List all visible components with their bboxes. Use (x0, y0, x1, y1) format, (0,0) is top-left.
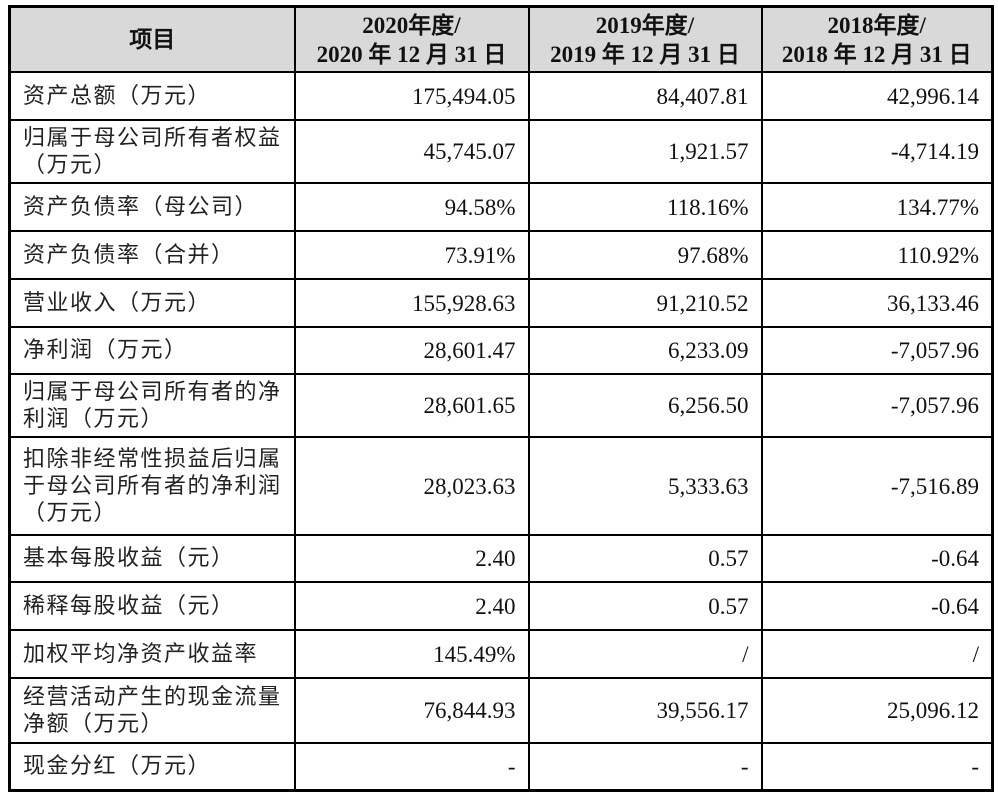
cell-2019: 118.16% (527, 182, 763, 232)
cell-2019: 1,921.57 (527, 119, 763, 184)
header-2020: 2020年度/ 2020 年 12 月 31 日 (293, 5, 530, 73)
header-2018: 2018年度/ 2018 年 12 月 31 日 (760, 5, 994, 73)
cell-2018: -7,057.96 (760, 326, 994, 375)
cell-2018: 36,133.46 (760, 278, 994, 328)
cell-2019: 84,407.81 (527, 71, 763, 121)
row-label: 资产负债率（母公司） (8, 182, 296, 232)
table-row: 基本每股收益（元） 2.40 0.57 -0.64 (8, 534, 994, 583)
cell-2020: 73.91% (293, 230, 530, 280)
cell-2019: 6,256.50 (527, 373, 763, 438)
header-2019-line2: 2019 年 12 月 31 日 (550, 41, 740, 67)
cell-2019: / (527, 629, 763, 679)
cell-2018: -0.64 (760, 534, 994, 583)
row-label: 稀释每股收益（元） (8, 581, 296, 631)
cell-2019: 5,333.63 (527, 436, 763, 536)
header-2018-line2: 2018 年 12 月 31 日 (781, 41, 972, 67)
cell-2018: 42,996.14 (760, 71, 994, 121)
cell-2020: 45,745.07 (293, 119, 530, 184)
table-row: 归属于母公司所有者权益（万元） 45,745.07 1,921.57 -4,71… (8, 119, 994, 184)
cell-2020: 145.49% (293, 629, 530, 679)
table-row: 归属于母公司所有者的净利润（万元） 28,601.65 6,256.50 -7,… (8, 373, 994, 438)
cell-2020: 76,844.93 (293, 677, 530, 744)
row-label: 加权平均净资产收益率 (8, 629, 296, 679)
cell-2018: 25,096.12 (760, 677, 994, 744)
cell-2018: 134.77% (760, 182, 994, 232)
cell-2018: -7,057.96 (760, 373, 994, 438)
table-row: 经营活动产生的现金流量净额（万元） 76,844.93 39,556.17 25… (8, 677, 994, 744)
header-2018-line1: 2018年度/ (827, 12, 926, 38)
cell-2018: -4,714.19 (760, 119, 994, 184)
cell-2018: 110.92% (760, 230, 994, 280)
row-label: 净利润（万元） (8, 326, 296, 375)
cell-2018: -7,516.89 (760, 436, 994, 536)
cell-2020: 28,601.65 (293, 373, 530, 438)
table-row: 扣除非经常性损益后归属于母公司所有者的净利润（万元） 28,023.63 5,3… (8, 436, 994, 536)
header-row: 项目 2020年度/ 2020 年 12 月 31 日 2019年度/ 2019… (8, 5, 994, 73)
row-label: 营业收入（万元） (8, 278, 296, 328)
row-label: 现金分红（万元） (8, 742, 296, 791)
table-row: 净利润（万元） 28,601.47 6,233.09 -7,057.96 (8, 326, 994, 375)
cell-2019: - (527, 742, 763, 791)
row-label: 扣除非经常性损益后归属于母公司所有者的净利润（万元） (8, 436, 296, 536)
table-row: 现金分红（万元） - - - (8, 742, 994, 791)
cell-2020: 155,928.63 (293, 278, 530, 328)
row-label: 资产总额（万元） (8, 71, 296, 121)
cell-2020: 175,494.05 (293, 71, 530, 121)
header-2019-line1: 2019年度/ (595, 12, 695, 38)
cell-2018: - (760, 742, 994, 791)
cell-2019: 91,210.52 (527, 278, 763, 328)
cell-2018: -0.64 (760, 581, 994, 631)
table-row: 营业收入（万元） 155,928.63 91,210.52 36,133.46 (8, 278, 994, 328)
row-label: 经营活动产生的现金流量净额（万元） (8, 677, 296, 744)
table-row: 稀释每股收益（元） 2.40 0.57 -0.64 (8, 581, 994, 631)
header-2020-line2: 2020 年 12 月 31 日 (316, 41, 507, 67)
cell-2019: 0.57 (527, 581, 763, 631)
cell-2018: / (760, 629, 994, 679)
financial-summary-table: 项目 2020年度/ 2020 年 12 月 31 日 2019年度/ 2019… (8, 5, 994, 792)
cell-2019: 0.57 (527, 534, 763, 583)
cell-2020: 2.40 (293, 581, 530, 631)
cell-2020: - (293, 742, 530, 791)
table-row: 资产负债率（母公司） 94.58% 118.16% 134.77% (8, 182, 994, 232)
header-2020-line1: 2020年度/ (362, 12, 461, 38)
header-2019: 2019年度/ 2019 年 12 月 31 日 (527, 5, 763, 73)
cell-2019: 39,556.17 (527, 677, 763, 744)
table-row: 资产总额（万元） 175,494.05 84,407.81 42,996.14 (8, 71, 994, 121)
row-label: 基本每股收益（元） (8, 534, 296, 583)
cell-2019: 6,233.09 (527, 326, 763, 375)
row-label: 资产负债率（合并） (8, 230, 296, 280)
cell-2019: 97.68% (527, 230, 763, 280)
cell-2020: 28,023.63 (293, 436, 530, 536)
row-label: 归属于母公司所有者权益（万元） (8, 119, 296, 184)
table-row: 资产负债率（合并） 73.91% 97.68% 110.92% (8, 230, 994, 280)
header-item: 项目 (8, 5, 296, 73)
table-row: 加权平均净资产收益率 145.49% / / (8, 629, 994, 679)
cell-2020: 94.58% (293, 182, 530, 232)
cell-2020: 2.40 (293, 534, 530, 583)
row-label: 归属于母公司所有者的净利润（万元） (8, 373, 296, 438)
cell-2020: 28,601.47 (293, 326, 530, 375)
